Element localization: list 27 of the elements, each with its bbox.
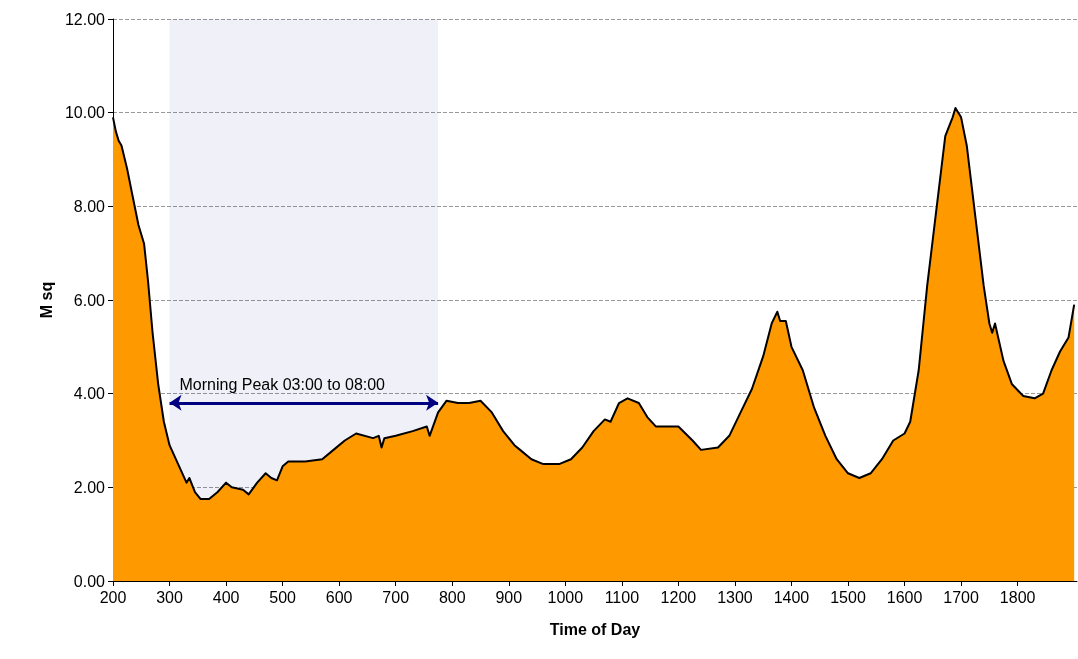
x-tick-label: 200	[99, 588, 127, 606]
x-tick-label: 500	[269, 588, 297, 606]
y-tick-label: 2.00	[73, 478, 106, 496]
x-tick-label: 1500	[830, 588, 866, 606]
y-tick-label: 4.00	[73, 385, 106, 403]
y-tick-label: 6.00	[73, 291, 106, 309]
x-axis-title: Time of Day	[549, 620, 641, 638]
x-tick-label: 1600	[886, 588, 923, 606]
y-tick-label: 8.00	[73, 197, 106, 215]
y-axis-title: M sq	[37, 281, 55, 319]
x-tick-label: 1800	[999, 588, 1036, 606]
x-tick-label: 1100	[604, 588, 640, 606]
x-tick-label: 700	[382, 588, 410, 606]
x-tick-label: 400	[212, 588, 240, 606]
y-tick-label: 10.00	[64, 104, 106, 122]
band-label: Morning Peak 03:00 to 08:00	[179, 376, 386, 394]
y-tick-label: 0.00	[73, 572, 106, 590]
x-tick-label: 600	[325, 588, 353, 606]
x-tick-label: 1400	[773, 588, 810, 606]
x-tick-label: 900	[495, 588, 523, 606]
x-tick-label: 1700	[943, 588, 979, 606]
x-tick-label: 1300	[717, 588, 753, 606]
x-tick-label: 1200	[660, 588, 697, 606]
x-tick-label: 300	[156, 588, 183, 606]
x-tick-label: 1000	[547, 588, 584, 606]
y-tick-label: 12.00	[64, 10, 106, 28]
x-tick-label: 800	[438, 588, 466, 606]
